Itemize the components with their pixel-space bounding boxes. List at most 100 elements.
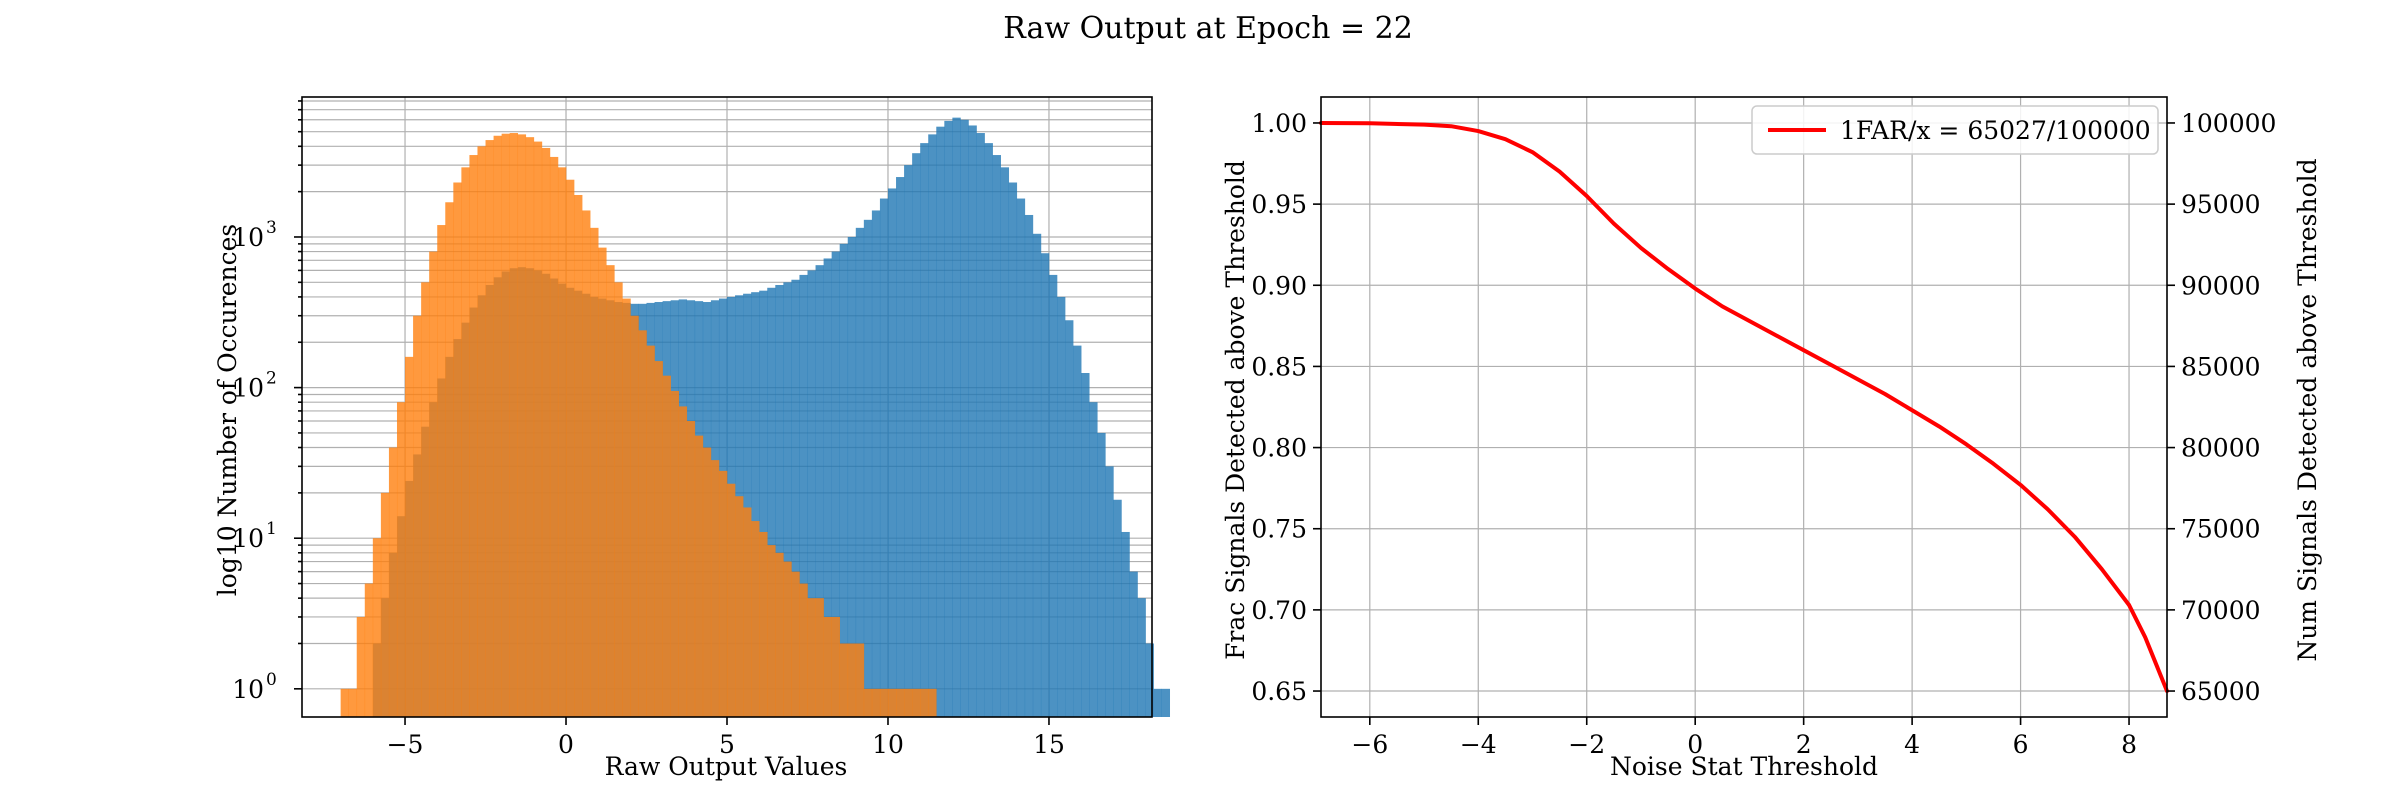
histogram-bar	[815, 598, 824, 717]
histogram-bar	[1145, 643, 1154, 717]
histogram-bar	[783, 561, 792, 717]
histogram-bar	[912, 688, 921, 717]
histogram-bar	[1073, 345, 1082, 717]
line-chart-frame	[1320, 96, 2168, 718]
histogram-bar	[904, 688, 913, 717]
histogram-bar	[461, 167, 470, 718]
histogram-bar	[871, 688, 881, 717]
histogram-bar	[896, 688, 905, 717]
histogram-bar	[638, 330, 647, 717]
histogram-x-axis-label: Raw Output Values	[605, 752, 848, 781]
histogram-bar	[815, 265, 824, 717]
line-x-tick-label: −4	[1460, 730, 1497, 759]
histogram-bar	[630, 315, 639, 717]
line-chart-right-y-axis-label: Num Signals Detected above Threshold	[2293, 158, 2322, 661]
histogram-bar	[799, 583, 808, 717]
histogram-bar	[437, 225, 446, 717]
histogram-bar	[823, 258, 832, 717]
histogram-bar	[662, 375, 671, 717]
histogram-bar	[984, 143, 993, 718]
histogram-bar	[614, 282, 623, 717]
histogram-bar	[1129, 571, 1138, 717]
histogram-bar	[936, 126, 945, 718]
line-chart-left-y-axis-label: Frac Signals Detected above Threshold	[1221, 160, 1250, 660]
line-right-y-tick-label: 75000	[2181, 515, 2261, 544]
legend-label-1far: 1FAR/x = 65027/100000	[1840, 116, 2151, 145]
histogram-bar	[887, 688, 897, 717]
histogram-bar	[799, 274, 808, 717]
histogram-bar	[727, 483, 736, 717]
histogram-bar	[823, 616, 832, 717]
histogram-bar	[775, 552, 784, 717]
line-right-y-tick-label: 90000	[2181, 271, 2261, 300]
histogram-bar	[1081, 373, 1090, 717]
histogram-bar	[372, 538, 382, 717]
histogram-bar	[1016, 198, 1026, 717]
histogram-bar	[413, 315, 422, 717]
histogram-bar	[831, 251, 840, 717]
histogram-bar	[469, 155, 478, 717]
histogram-bar	[493, 135, 502, 717]
histogram-bar	[1097, 432, 1106, 717]
histogram-bar	[1008, 182, 1018, 717]
histogram-bar	[525, 137, 535, 718]
histogram-bar	[388, 447, 398, 717]
line-chart-ticks: −6 −4 −2 0 2 4 6 8 0.65 0.70 0.75 0.80 0.85 0.90 0.95 1…	[1251, 109, 2276, 759]
histogram-bar	[582, 210, 591, 718]
histogram-bar	[839, 643, 849, 717]
line-right-y-tick-label: 100000	[2181, 109, 2276, 138]
histogram-bar	[1032, 233, 1042, 717]
histogram-bar	[364, 583, 374, 717]
histogram-bar	[1161, 688, 1171, 717]
histogram-bar	[678, 406, 688, 717]
hist-x-tick-label: 5	[719, 730, 735, 759]
line-series-0	[1319, 120, 2169, 694]
line-right-y-tick-label: 95000	[2181, 190, 2261, 219]
histogram-bar	[340, 688, 349, 717]
hist-y-tick-label: 10	[232, 374, 264, 403]
histogram-bar	[879, 688, 889, 717]
hist-y-tick-exponent: 0	[266, 670, 277, 690]
histogram-bar	[356, 616, 366, 717]
hist-x-tick-label: 15	[1033, 730, 1065, 759]
histogram-y-axis-label: log10 Number of Occurences	[213, 224, 242, 597]
histogram-bar	[952, 117, 961, 717]
line-chart-grid	[1321, 97, 2167, 717]
detection-line-panel: −6 −4 −2 0 2 4 6 8 0.65 0.70 0.75 0.80 0.85 0.90 0.95 1…	[1221, 96, 2322, 781]
histogram-bar	[1057, 296, 1066, 717]
histogram-bar	[904, 165, 913, 717]
histogram-bar	[807, 598, 816, 717]
line-right-y-tick-label: 70000	[2181, 596, 2261, 625]
histogram-bar	[1024, 214, 1034, 717]
line-left-y-tick-label: 0.65	[1251, 677, 1307, 706]
histogram-bar	[1065, 320, 1074, 717]
histogram-bar	[783, 282, 792, 717]
line-left-y-tick-label: 0.70	[1251, 596, 1307, 625]
histogram-bar	[710, 460, 720, 717]
line-right-y-tick-label: 80000	[2181, 434, 2261, 463]
histogram-bar	[557, 167, 567, 718]
histogram-bar	[670, 390, 680, 717]
line-x-tick-label: 8	[2121, 730, 2137, 759]
histogram-bar	[767, 287, 776, 717]
histogram-bar	[912, 153, 921, 717]
histogram-bar	[759, 290, 768, 717]
histogram-bar	[702, 447, 712, 717]
line-x-tick-label: 2	[1796, 730, 1812, 759]
line-chart-legend: 1FAR/x = 65027/100000	[1751, 105, 2159, 155]
histogram-bar	[847, 643, 857, 717]
histogram-bar	[646, 345, 655, 717]
histogram-bar	[517, 134, 527, 717]
line-left-y-tick-label: 0.95	[1251, 190, 1307, 219]
histogram-bar	[1137, 598, 1146, 717]
histogram-bar	[501, 133, 510, 717]
histogram-bar	[405, 356, 414, 717]
histogram-bar	[485, 140, 494, 717]
histogram-bar	[879, 198, 889, 717]
histogram-bar	[686, 421, 696, 717]
histogram-bar	[1153, 688, 1162, 717]
histogram-bar	[944, 120, 953, 718]
histogram-bar	[654, 361, 663, 717]
histogram-bar	[839, 243, 849, 717]
histogram-bar	[445, 202, 454, 717]
